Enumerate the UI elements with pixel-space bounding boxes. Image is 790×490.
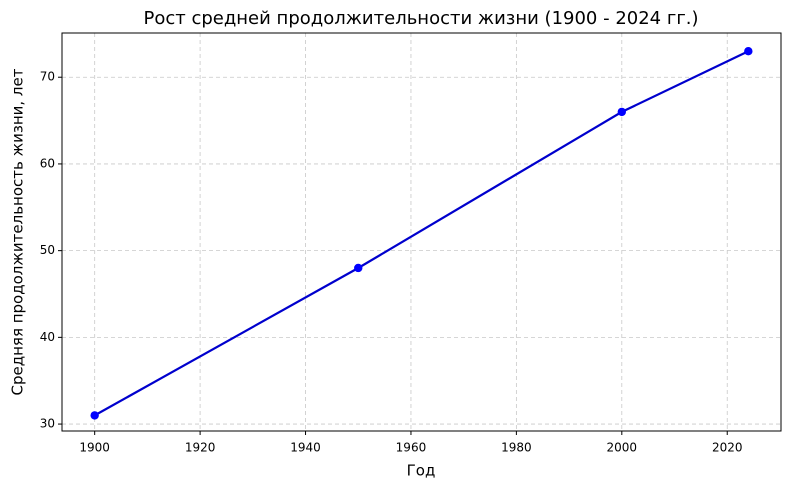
data-point [617,107,627,117]
x-tick-label: 1960 [396,441,427,455]
series-line [94,50,749,417]
x-tick-label: 1940 [290,441,321,455]
plot-frame [61,32,782,432]
x-axis-label: Год [407,462,436,480]
y-tick-label: 40 [40,330,55,344]
y-tick-label: 50 [40,243,55,257]
x-tick-label: 1900 [79,441,110,455]
y-axis-label: Средняя продолжительность жизни, лет [9,68,27,395]
y-tick-label: 30 [40,417,55,431]
data-point [354,263,363,273]
x-tick-label: 1920 [185,441,216,455]
y-tick-label: 60 [40,156,55,170]
x-tick-label: 1980 [501,441,532,455]
chart-title: Рост средней продолжительности жизни (19… [143,8,698,29]
x-tick-label: 2020 [712,441,743,455]
x-tick-label: 2000 [607,441,638,455]
data-point [744,47,753,56]
data-point [90,411,99,420]
y-tick-label: 70 [40,70,55,84]
